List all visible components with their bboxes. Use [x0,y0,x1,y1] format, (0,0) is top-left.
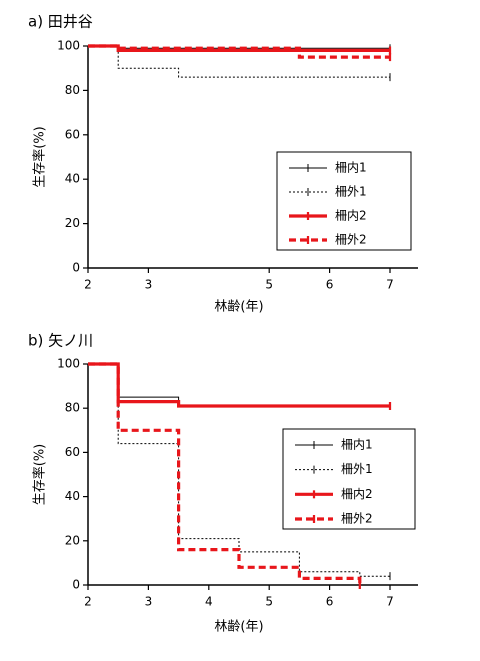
x-tick-label: 5 [265,278,273,292]
x-tick-label: 3 [145,595,153,609]
legend: 柵内1 柵外1 柵内2 柵外2 [276,151,412,251]
legend-label: 柵外1 [335,185,367,199]
x-tick-label: 6 [326,278,334,292]
series-line-2 [88,363,390,577]
legend-label: 柵内1 [335,161,367,175]
legend-label: 柵外2 [341,512,373,526]
y-tick-label: 80 [65,83,80,97]
x-axis-label: 林齢(年) [214,300,263,315]
x-tick-label: 2 [84,278,92,292]
legend-label: 柵内2 [335,209,367,223]
legend-box [282,428,416,530]
series-line-4 [88,362,362,585]
legend-label: 柵外2 [335,233,367,247]
x-tick-label: 4 [205,595,213,609]
y-tick-label: 100 [57,357,80,371]
chart-panel-a: a) 田井谷 0 20 40 60 80 100 2 3 5 6 7 林齢(年) 生存率(%) 柵内1 柵外1… [28,13,418,315]
y-axis-label: 生存率(%) [32,126,48,188]
panel-title: a) 田井谷 [28,13,93,31]
y-tick-label: 0 [72,261,80,275]
y-tick-label: 60 [65,445,80,459]
legend-label: 柵外1 [341,462,373,476]
y-tick-label: 20 [65,216,80,230]
x-tick-label: 3 [145,278,153,292]
x-tick-label: 6 [326,595,334,609]
y-tick-label: 60 [65,127,80,141]
y-tick-label: 80 [65,401,80,415]
y-tick-label: 100 [57,39,80,53]
series-line-4 [88,44,390,59]
x-tick-label: 5 [265,595,273,609]
chart-panel-b: b) 矢ノ川 0 20 40 60 80 100 2 3 4 5 6 7 林齢(年) 生存率(%) 柵内1 柵外… [28,332,418,635]
y-tick-label: 20 [65,533,80,547]
panel-title: b) 矢ノ川 [28,332,93,350]
y-tick-label: 40 [65,489,80,503]
legend-label: 柵内1 [341,438,373,452]
series-line-1 [88,363,390,407]
y-axis-label: 生存率(%) [32,444,48,506]
x-tick-label: 7 [386,595,394,609]
y-tick-label: 40 [65,172,80,186]
series-line-3 [88,362,390,408]
x-tick-label: 2 [84,595,92,609]
x-tick-label: 7 [386,278,394,292]
x-axis-label: 林齢(年) [214,620,263,635]
y-tick-label: 0 [72,578,80,592]
legend-label: 柵内2 [341,487,373,501]
legend: 柵内1 柵外1 柵内2 柵外2 [282,428,416,530]
